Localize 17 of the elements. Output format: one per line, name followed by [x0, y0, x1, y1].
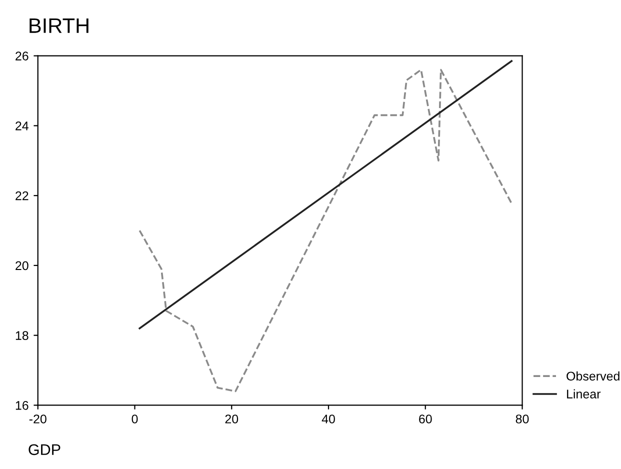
y-tick-label: 26 — [16, 52, 28, 60]
y-tick-label: 16 — [16, 401, 28, 410]
y-tick-label: 20 — [16, 261, 28, 270]
y-tick-label: 24 — [16, 121, 28, 130]
x-axis-title: GDP — [28, 444, 60, 456]
line-series — [138, 68, 512, 392]
legend-label: Linear — [567, 389, 601, 398]
x-tick-label: 40 — [322, 414, 335, 424]
legend-label: Observed — [566, 371, 620, 381]
x-tick-label: 0 — [132, 414, 138, 424]
x-tick-label: 60 — [419, 414, 432, 424]
y-tick-label: 18 — [16, 331, 28, 340]
x-tick-label: 80 — [516, 414, 529, 424]
x-tick-label: -20 — [29, 414, 46, 424]
chart-title: BIRTH — [30, 18, 88, 33]
x-tick-label: 20 — [225, 414, 238, 424]
y-tick-label: 22 — [16, 191, 28, 200]
